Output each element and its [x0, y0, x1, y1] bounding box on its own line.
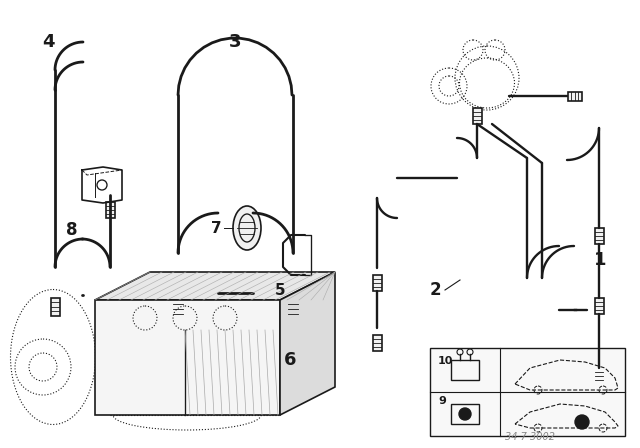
Bar — [173, 299, 183, 319]
Bar — [51, 298, 60, 316]
Bar — [95, 300, 280, 415]
Text: 1: 1 — [594, 251, 606, 269]
Ellipse shape — [233, 206, 261, 250]
Text: 8: 8 — [67, 221, 77, 239]
Circle shape — [575, 415, 589, 429]
Bar — [430, 348, 625, 436]
Polygon shape — [280, 272, 335, 415]
Polygon shape — [95, 272, 335, 300]
Bar — [373, 335, 382, 351]
Text: 5: 5 — [275, 283, 285, 297]
Bar — [595, 368, 604, 384]
Bar — [288, 299, 298, 319]
Bar — [473, 108, 482, 124]
Text: 10: 10 — [438, 356, 453, 366]
Bar — [568, 92, 582, 101]
Bar — [451, 360, 479, 380]
Bar — [595, 298, 604, 314]
Text: 6: 6 — [284, 351, 296, 369]
Text: 2: 2 — [429, 281, 441, 299]
Bar — [595, 228, 604, 244]
Text: 9: 9 — [438, 396, 446, 406]
Circle shape — [459, 408, 471, 420]
Text: 7: 7 — [211, 220, 221, 236]
Text: 34 7 3002: 34 7 3002 — [505, 432, 555, 442]
Text: 3: 3 — [228, 33, 241, 51]
Bar — [451, 404, 479, 424]
Bar — [106, 202, 115, 218]
Bar — [373, 275, 382, 291]
Text: 4: 4 — [42, 33, 54, 51]
